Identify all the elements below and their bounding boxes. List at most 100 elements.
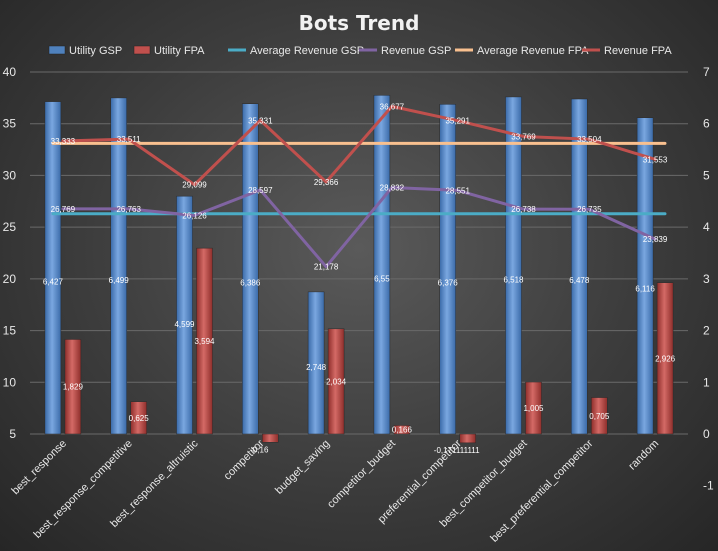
series-line (61, 104, 657, 187)
bar-data-label: 2,034 (326, 377, 347, 386)
y-tick-left: 10 (3, 375, 17, 389)
bar-data-label: 4,599 (174, 320, 195, 329)
bar-series (44, 95, 674, 444)
bar-data-label: 6,376 (438, 279, 459, 288)
legend-label: Utility FPA (154, 45, 205, 57)
bar-data-label: 2,926 (655, 354, 676, 363)
bar-data-label: 6,427 (43, 277, 64, 286)
legend: Utility GSP Utility FPA Average Revenue GS… (48, 45, 672, 57)
bar (373, 95, 391, 435)
line-data-label: 26,738 (511, 205, 536, 214)
line-data-label: 33,511 (117, 135, 141, 144)
bar-data-label: -0,16 (250, 445, 269, 454)
legend-label: Revenue FPA (604, 45, 672, 57)
axis-ticks: 5 10 15 20 25 30 35 40 -1 0 1 2 3 4 5 6 7 (3, 65, 714, 493)
gridlines (30, 71, 688, 435)
bar-data-label: 6,518 (503, 275, 524, 284)
line-data-label: 36,677 (380, 102, 405, 111)
line-data-label: 26,735 (577, 205, 602, 214)
bar (196, 247, 213, 435)
y-tick-left: 30 (3, 168, 17, 182)
bar-data-label: 6,386 (240, 278, 261, 287)
bar-data-label: 0,166 (392, 426, 413, 435)
category-label: competitor (222, 437, 267, 482)
bar-data-label: 6,55 (374, 275, 390, 284)
chart-title: Bots Trend (299, 11, 420, 35)
bar-data-label: 0,625 (129, 414, 150, 423)
y-tick-left: 20 (3, 272, 17, 286)
bar (571, 98, 588, 435)
data-labels: 6,427 6,499 4,599 6,386 2,748 6,55 6,376 6,518 6… (43, 102, 676, 454)
bar (525, 381, 542, 435)
line-data-label: 28,597 (248, 186, 273, 195)
bar-data-label: 2,748 (306, 363, 327, 372)
y-tick-right: 3 (703, 272, 710, 286)
y-tick-left: 40 (3, 65, 17, 79)
bar (242, 103, 259, 435)
y-tick-left: 15 (3, 324, 17, 338)
bar (636, 117, 654, 435)
bar (176, 195, 193, 435)
bar-data-label: 0,705 (589, 412, 610, 421)
line-data-label: 26,763 (116, 205, 141, 214)
bar (44, 101, 62, 435)
bar-data-label: 1,005 (523, 404, 544, 413)
line-data-label: 35,331 (248, 116, 273, 125)
y-tick-right: 6 (703, 117, 710, 131)
y-tick-right: 5 (703, 168, 710, 182)
y-tick-right: 4 (703, 220, 710, 234)
bar-data-label: 6,478 (569, 276, 590, 285)
line-data-label: 33,769 (511, 132, 536, 141)
y-tick-left: 5 (9, 427, 16, 441)
bar (110, 97, 127, 435)
line-data-label: 33,504 (577, 135, 602, 144)
line-data-label: 23,839 (643, 235, 668, 244)
line-data-label: 33,333 (51, 137, 76, 146)
y-tick-left: 25 (3, 220, 17, 234)
line-data-label: 31,553 (643, 155, 668, 164)
bar (130, 401, 147, 435)
line-data-label: 28,832 (380, 184, 405, 193)
bar (393, 425, 411, 435)
bar-data-label: 3,594 (194, 337, 215, 346)
line-data-label: 29,366 (314, 178, 339, 187)
line-data-label: 26,126 (182, 211, 207, 220)
y-tick-right: 7 (703, 65, 710, 79)
y-tick-right: 0 (703, 427, 710, 441)
line-data-label: 21,178 (314, 263, 339, 272)
legend-swatch (133, 45, 151, 55)
y-tick-right: 1 (703, 375, 710, 389)
legend-label: Average Revenue FPA (477, 45, 589, 57)
bar (656, 282, 674, 435)
bar (439, 104, 456, 435)
bar-data-label: 1,829 (63, 383, 84, 392)
y-tick-right: -1 (703, 479, 714, 493)
bar (591, 397, 608, 435)
bar (327, 328, 345, 435)
legend-label: Average Revenue GSP (250, 45, 364, 57)
category-labels: best_responsebest_response_competitivebe… (10, 437, 662, 544)
line-data-label: 26,769 (51, 205, 76, 214)
line-data-label: 28,551 (445, 186, 470, 195)
series-line (61, 186, 657, 269)
bar (262, 433, 279, 443)
category-label: random (626, 438, 661, 473)
y-tick-left: 35 (3, 117, 17, 131)
line-data-label: 29,099 (182, 181, 207, 190)
y-tick-right: 2 (703, 324, 710, 338)
line-series (51, 104, 667, 269)
category-label: competitor_budget (325, 438, 398, 511)
legend-swatch (48, 45, 66, 55)
legend-label: Utility GSP (69, 45, 122, 57)
bar (64, 339, 82, 435)
bar-data-label: 6,116 (635, 285, 655, 294)
bar (459, 433, 476, 444)
category-label: best_response (10, 438, 70, 498)
bar-data-label: 6,499 (109, 276, 130, 285)
category-label: budget_saving (273, 438, 332, 497)
bar-data-label: -0,171111111 (434, 446, 480, 455)
line-data-label: 35,291 (445, 117, 470, 126)
bar (505, 96, 522, 435)
